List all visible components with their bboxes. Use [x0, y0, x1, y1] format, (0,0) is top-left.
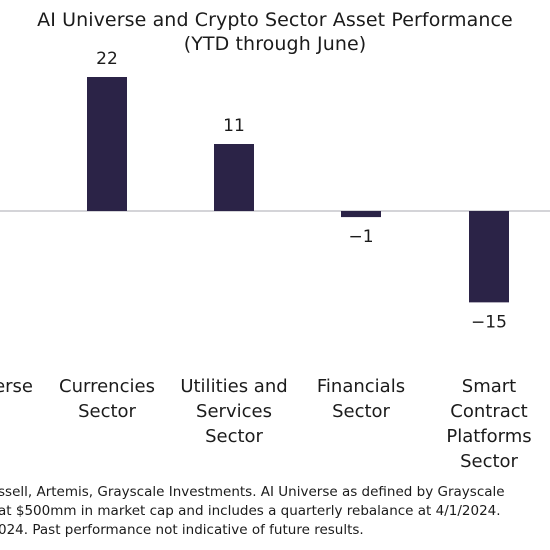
category-label-line: Utilities and — [180, 376, 287, 397]
category-label-line: Currencies — [59, 376, 155, 397]
bar-5 — [469, 211, 509, 303]
bar-4 — [341, 211, 381, 218]
value-labels-group: 22 11 −1 −15 — [96, 49, 507, 332]
value-label-3: 11 — [223, 116, 245, 136]
footnote-line-1: ssell, Artemis, Grayscale Investments. A… — [0, 484, 505, 500]
category-label-line: erse — [0, 376, 33, 397]
value-label-2: 22 — [96, 49, 118, 69]
footnote-line-3: 024. Past performance not indicative of … — [0, 522, 364, 538]
category-label-line: Sector — [332, 401, 390, 422]
value-label-5: −15 — [471, 312, 507, 332]
chart-title-main: AI Universe and Crypto Sector Asset Perf… — [37, 9, 513, 31]
value-label-4: −1 — [348, 227, 373, 247]
category-label-line: Platforms — [446, 426, 531, 447]
category-label-line: Financials — [317, 376, 405, 397]
category-label-line: Smart — [462, 376, 516, 397]
category-label-3: Utilities and Services Sector — [180, 376, 287, 447]
bars-group — [87, 77, 509, 303]
source-footnote: ssell, Artemis, Grayscale Investments. A… — [0, 483, 550, 540]
footnote-line-2: at $500mm in market cap and includes a q… — [0, 503, 501, 519]
category-labels-group: erse Currencies Sector Utilities and Service… — [0, 376, 532, 472]
category-label-1: erse — [0, 376, 33, 397]
bar-2 — [87, 77, 127, 211]
category-label-4: Financials Sector — [317, 376, 405, 422]
category-label-line: Services — [196, 401, 272, 422]
bar-3 — [214, 144, 254, 211]
category-label-line: Sector — [78, 401, 136, 422]
category-label-5: Smart Contract Platforms Sector — [446, 376, 531, 472]
category-label-line: Sector — [205, 426, 263, 447]
category-label-line: Sector — [460, 451, 518, 472]
category-label-2: Currencies Sector — [59, 376, 155, 422]
chart-title: AI Universe and Crypto Sector Asset Perf… — [0, 8, 550, 56]
chart-subtitle: (YTD through June) — [183, 33, 367, 55]
category-label-line: Contract — [450, 401, 527, 422]
